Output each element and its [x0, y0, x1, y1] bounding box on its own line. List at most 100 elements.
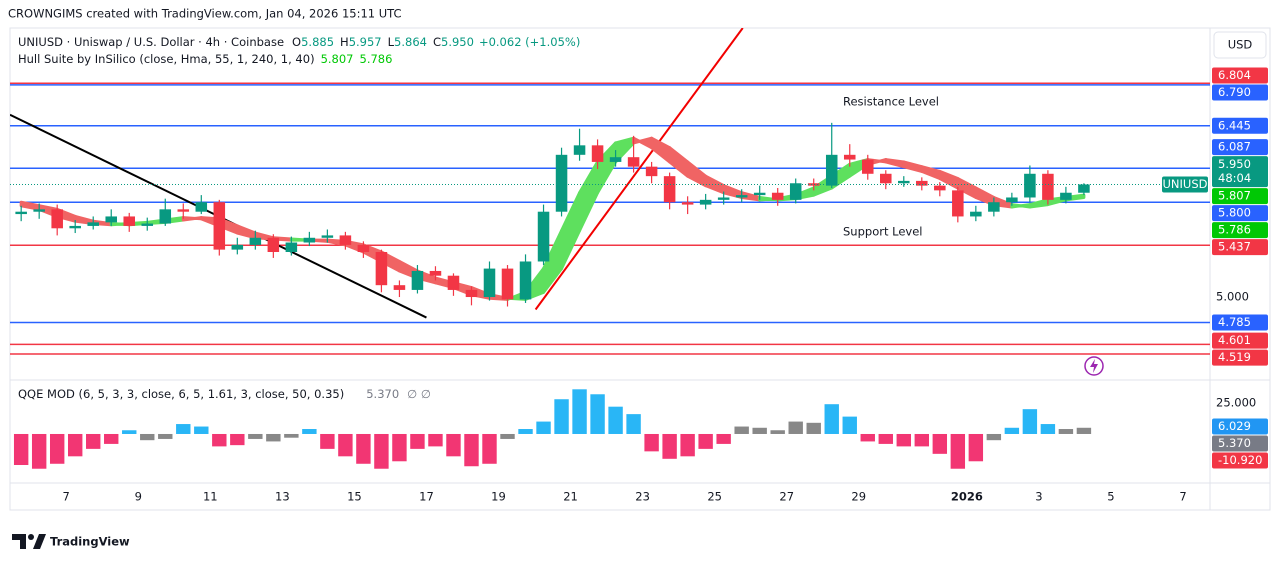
candle-body	[141, 223, 154, 226]
countdown: 48:04	[1218, 171, 1251, 185]
ohlc-label: O	[292, 35, 301, 49]
qqe-bar	[410, 433, 425, 449]
candle-body	[1060, 192, 1072, 200]
candle-body	[573, 145, 586, 155]
candle-body	[1078, 184, 1090, 193]
qqe-bar	[572, 389, 587, 434]
qqe-bar	[608, 406, 623, 434]
qqe-bar	[176, 424, 191, 434]
hull-band	[1010, 203, 1032, 209]
qqe-bar	[680, 433, 695, 457]
qqe-bar	[104, 433, 119, 444]
currency[interactable]: USD	[1228, 38, 1253, 52]
qqe-tag	[1212, 435, 1268, 452]
qqe-bar	[860, 433, 875, 442]
qqe-tag-label: -10.920	[1218, 453, 1262, 467]
price-tag-label: 5.950	[1218, 157, 1251, 171]
x-tick-label: 5	[1107, 490, 1114, 504]
qqe-bar	[734, 426, 749, 434]
qqe-bar	[1076, 427, 1092, 434]
qqe-bar	[986, 433, 1002, 441]
qqe-bar	[914, 433, 930, 447]
ohlc-value: 5.950	[441, 35, 474, 49]
ohlc-value: 5.957	[349, 35, 382, 49]
qqe-tag-label: 5.370	[1218, 436, 1251, 450]
price-pane	[10, 28, 1210, 355]
candle-body	[789, 183, 802, 200]
candle-body	[339, 235, 352, 245]
qqe-bar	[644, 433, 659, 452]
qqe-tag	[1212, 418, 1268, 435]
price-tag-label: 5.800	[1218, 206, 1251, 220]
x-tick-label: 15	[347, 490, 362, 504]
qqe-bar	[392, 433, 407, 462]
qqe-bar	[446, 433, 461, 457]
brand: TradingView	[50, 535, 130, 549]
candle-body	[357, 244, 370, 252]
candle-body	[159, 209, 172, 224]
candle-body	[825, 154, 838, 186]
candle-body	[970, 211, 982, 217]
qqe-bar	[698, 433, 713, 449]
alert-bolt	[1090, 359, 1098, 373]
candle-body	[483, 268, 496, 298]
qqe-bar	[968, 433, 984, 462]
candle-body	[87, 222, 99, 226]
candle-body	[177, 209, 190, 212]
candle-body	[1006, 197, 1018, 203]
candle-body	[15, 211, 27, 215]
logo-shape	[12, 534, 26, 549]
axes: UNIUSD 5.000 6.804 6.790 6.445 6.087 5.95048:0…	[63, 67, 1268, 504]
price-tag	[1212, 239, 1268, 256]
qqe-bar	[1022, 409, 1038, 434]
frame	[9, 27, 1271, 511]
candle-body	[753, 192, 766, 196]
qqe-bar	[752, 427, 767, 434]
candle-body	[321, 235, 334, 238]
qqe-bar	[554, 399, 569, 434]
qqe-bar	[482, 433, 497, 464]
y-tick-label: 5.000	[1216, 290, 1249, 304]
qqe-bar	[842, 416, 857, 434]
qqe-bar	[212, 433, 227, 447]
qqe-bar	[626, 414, 641, 434]
candle-body	[916, 180, 928, 186]
candle-body	[537, 211, 550, 262]
qqe-name: QQE MOD (6, 5, 3, 3, close, 6, 5, 1.61, …	[18, 387, 344, 401]
qqe-bar	[662, 433, 677, 459]
price-tag-label: 4.785	[1218, 315, 1251, 329]
qqe-bar	[500, 433, 515, 439]
candle-body	[807, 183, 820, 186]
hull-legend: Hull Suite by InSilico (close, Hma, 55, …	[18, 52, 392, 66]
logo-shape	[33, 534, 46, 549]
qqe-tick-label: 25.000	[1216, 395, 1256, 409]
price-tag-label: 4.601	[1218, 333, 1251, 347]
x-tick-label: 13	[275, 490, 290, 504]
currency-button[interactable]	[1213, 31, 1267, 59]
candle-body	[934, 185, 946, 191]
price-tag	[1212, 188, 1268, 205]
qqe-bar	[302, 429, 317, 434]
hull-value: 5.786	[360, 52, 393, 66]
qqe-bar	[896, 433, 911, 447]
x-tick-label: 9	[135, 490, 142, 504]
qqe-bar	[950, 433, 966, 469]
x-tick-label: 3	[1035, 490, 1042, 504]
qqe-bar	[140, 433, 155, 441]
price-tag	[1212, 139, 1268, 156]
price-tag-label: 5.786	[1218, 223, 1251, 237]
ohlc-label: H	[340, 35, 349, 49]
candle-body	[213, 202, 226, 250]
logo-dot	[28, 534, 34, 540]
candle-body	[627, 157, 640, 167]
candle-body	[880, 173, 892, 184]
candle-body	[699, 199, 712, 205]
candle-body	[51, 209, 63, 229]
candle-body	[861, 159, 874, 174]
header: CROWNGIMS created with TradingView.com, …	[8, 7, 402, 21]
qqe-bar	[932, 433, 948, 454]
qqe-bar	[266, 433, 281, 442]
x-tick-label: 27	[779, 490, 794, 504]
candle-body	[195, 202, 208, 212]
